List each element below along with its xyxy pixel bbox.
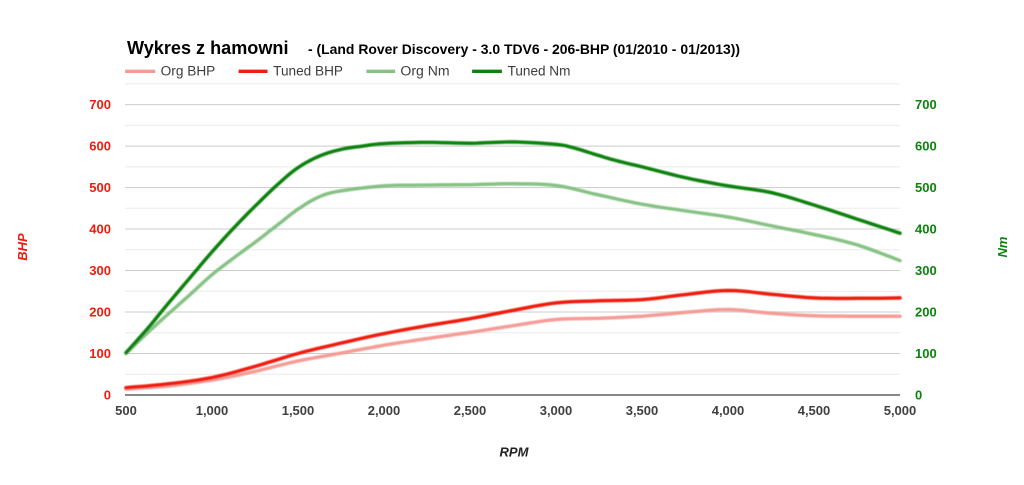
svg-text:1,500: 1,500 (282, 403, 315, 418)
svg-text:3,500: 3,500 (626, 403, 659, 418)
svg-text:200: 200 (915, 305, 937, 320)
svg-text:Org Nm: Org Nm (400, 64, 449, 79)
svg-text:600: 600 (89, 139, 111, 154)
svg-text:3,000: 3,000 (540, 403, 573, 418)
svg-text:500: 500 (89, 180, 111, 195)
svg-text:5,000: 5,000 (884, 403, 917, 418)
svg-text:- (Land Rover Discovery - 3.0: - (Land Rover Discovery - 3.0 TDV6 - 206… (308, 41, 740, 57)
svg-text:700: 700 (915, 97, 937, 112)
svg-text:100: 100 (915, 346, 937, 361)
svg-text:300: 300 (89, 263, 111, 278)
svg-text:500: 500 (915, 180, 937, 195)
svg-text:400: 400 (89, 222, 111, 237)
svg-text:0: 0 (104, 388, 111, 403)
svg-text:500: 500 (115, 403, 137, 418)
svg-text:700: 700 (89, 97, 111, 112)
svg-text:2,000: 2,000 (368, 403, 401, 418)
svg-text:Org BHP: Org BHP (161, 64, 216, 79)
svg-text:BHP: BHP (15, 233, 30, 261)
svg-text:300: 300 (915, 263, 937, 278)
svg-text:Tuned BHP: Tuned BHP (273, 64, 343, 79)
svg-text:2,500: 2,500 (454, 403, 487, 418)
svg-text:RPM: RPM (500, 444, 530, 459)
svg-text:4,500: 4,500 (798, 403, 831, 418)
svg-text:400: 400 (915, 222, 937, 237)
svg-text:1,000: 1,000 (196, 403, 229, 418)
svg-text:0: 0 (915, 388, 922, 403)
svg-text:100: 100 (89, 346, 111, 361)
svg-text:600: 600 (915, 139, 937, 154)
svg-text:Tuned Nm: Tuned Nm (508, 64, 571, 79)
svg-text:4,000: 4,000 (712, 403, 745, 418)
svg-text:Wykres z hamowni: Wykres z hamowni (127, 38, 289, 58)
svg-text:Nm: Nm (995, 236, 1010, 257)
svg-text:200: 200 (89, 305, 111, 320)
